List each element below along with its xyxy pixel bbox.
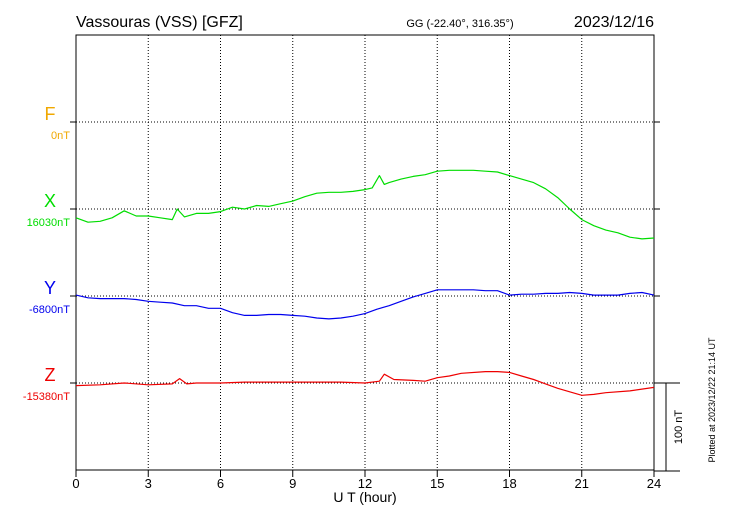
series-line-z: [75, 371, 655, 396]
x-axis: 0 3 6 9 12 15 18 21 24: [70, 121, 661, 491]
series-baseline-y: -6800nT: [29, 304, 70, 316]
series-baseline-z: -15380nT: [23, 391, 70, 403]
series-line-x: [75, 169, 655, 240]
x-tick-label: 9: [289, 476, 296, 491]
series-baseline-x: 16030nT: [27, 217, 71, 229]
x-tick-label: 15: [430, 476, 444, 491]
station-title: Vassouras (VSS) [GFZ]: [76, 14, 243, 31]
plotted-timestamp: Plotted at 2023/12/22 21:14 UT: [707, 337, 717, 463]
scale-bar: 100 nT: [654, 382, 685, 472]
x-tick-label: 6: [217, 476, 224, 491]
series-labels: F 0nT X 16030nT Y -6800nT Z -15380nT: [23, 104, 70, 403]
series-line-y: [75, 289, 655, 320]
x-tick-label: 12: [358, 476, 372, 491]
date-label: 2023/12/16: [574, 14, 654, 31]
series-name-f: F: [45, 104, 56, 124]
scale-bar-label: 100 nT: [673, 410, 685, 445]
x-tick-label: 18: [502, 476, 516, 491]
x-tick-label: 0: [72, 476, 79, 491]
series-name-z: Z: [45, 365, 56, 385]
series-name-y: Y: [44, 278, 56, 298]
series-layer: [75, 169, 655, 396]
series-baseline-f: 0nT: [51, 130, 70, 142]
grid-layer: [76, 35, 654, 470]
x-tick-label: 21: [575, 476, 589, 491]
x-axis-label: U T (hour): [333, 489, 396, 505]
coordinates-label: GG (-22.40°, 316.35°): [406, 18, 513, 30]
x-tick-label: 24: [647, 476, 661, 491]
series-name-x: X: [44, 191, 56, 211]
x-tick-label: 3: [145, 476, 152, 491]
